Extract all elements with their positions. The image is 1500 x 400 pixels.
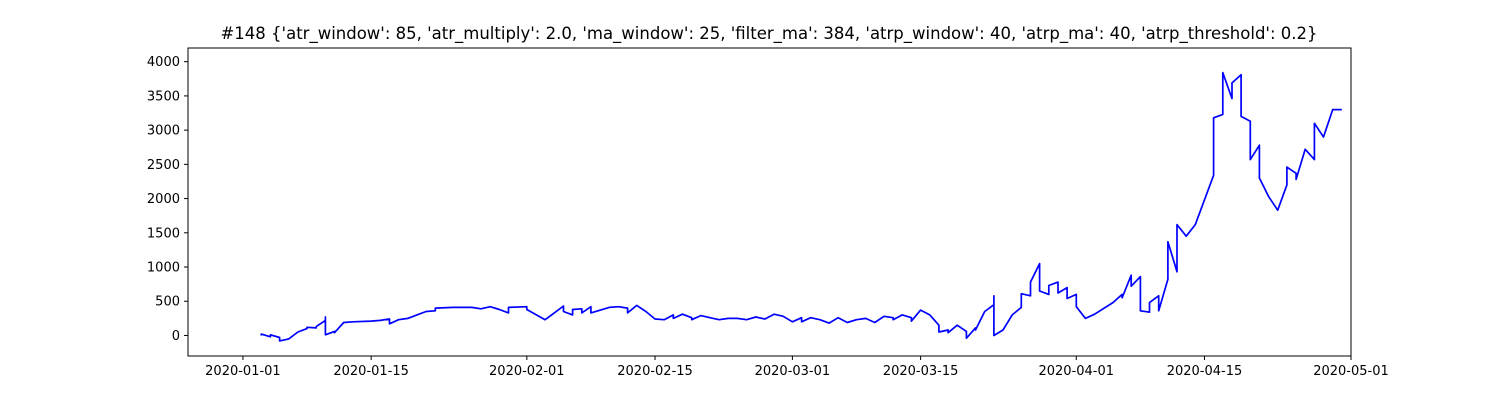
plot-area bbox=[187, 47, 1352, 357]
y-tick-label: 3000 bbox=[147, 124, 180, 139]
x-tick-label: 2020-05-01 bbox=[1313, 364, 1389, 379]
y-tick-label: 3500 bbox=[147, 89, 180, 104]
x-tick-label: 2020-01-15 bbox=[333, 364, 409, 379]
x-tick-label: 2020-01-01 bbox=[205, 364, 281, 379]
y-tick-label: 4000 bbox=[147, 55, 180, 70]
y-tick-label: 2000 bbox=[147, 192, 180, 207]
y-tick-label: 1500 bbox=[147, 226, 180, 241]
y-tick-label: 0 bbox=[172, 329, 180, 344]
chart-title: #148 {'atr_window': 85, 'atr_multiply': … bbox=[220, 24, 1317, 44]
y-tick-label: 500 bbox=[155, 295, 180, 310]
series-line bbox=[260, 71, 1342, 342]
x-tick-label: 2020-04-15 bbox=[1167, 364, 1243, 379]
x-tick-label: 2020-03-01 bbox=[755, 364, 831, 379]
x-tick-label: 2020-03-15 bbox=[883, 364, 959, 379]
y-axis: 0 500 1000 1500 2000 2500 3000 3500 4000 bbox=[147, 55, 188, 344]
y-tick-label: 2500 bbox=[147, 158, 180, 173]
x-tick-label: 2020-04-01 bbox=[1038, 364, 1114, 379]
x-tick-label: 2020-02-15 bbox=[617, 364, 693, 379]
y-tick-label: 1000 bbox=[147, 261, 180, 276]
series-group bbox=[260, 71, 1342, 342]
plot-frame bbox=[187, 47, 1352, 357]
x-axis: 2020-01-01 2020-01-15 2020-02-01 2020-02-15… bbox=[205, 356, 1389, 379]
x-tick-label: 2020-02-01 bbox=[489, 364, 565, 379]
